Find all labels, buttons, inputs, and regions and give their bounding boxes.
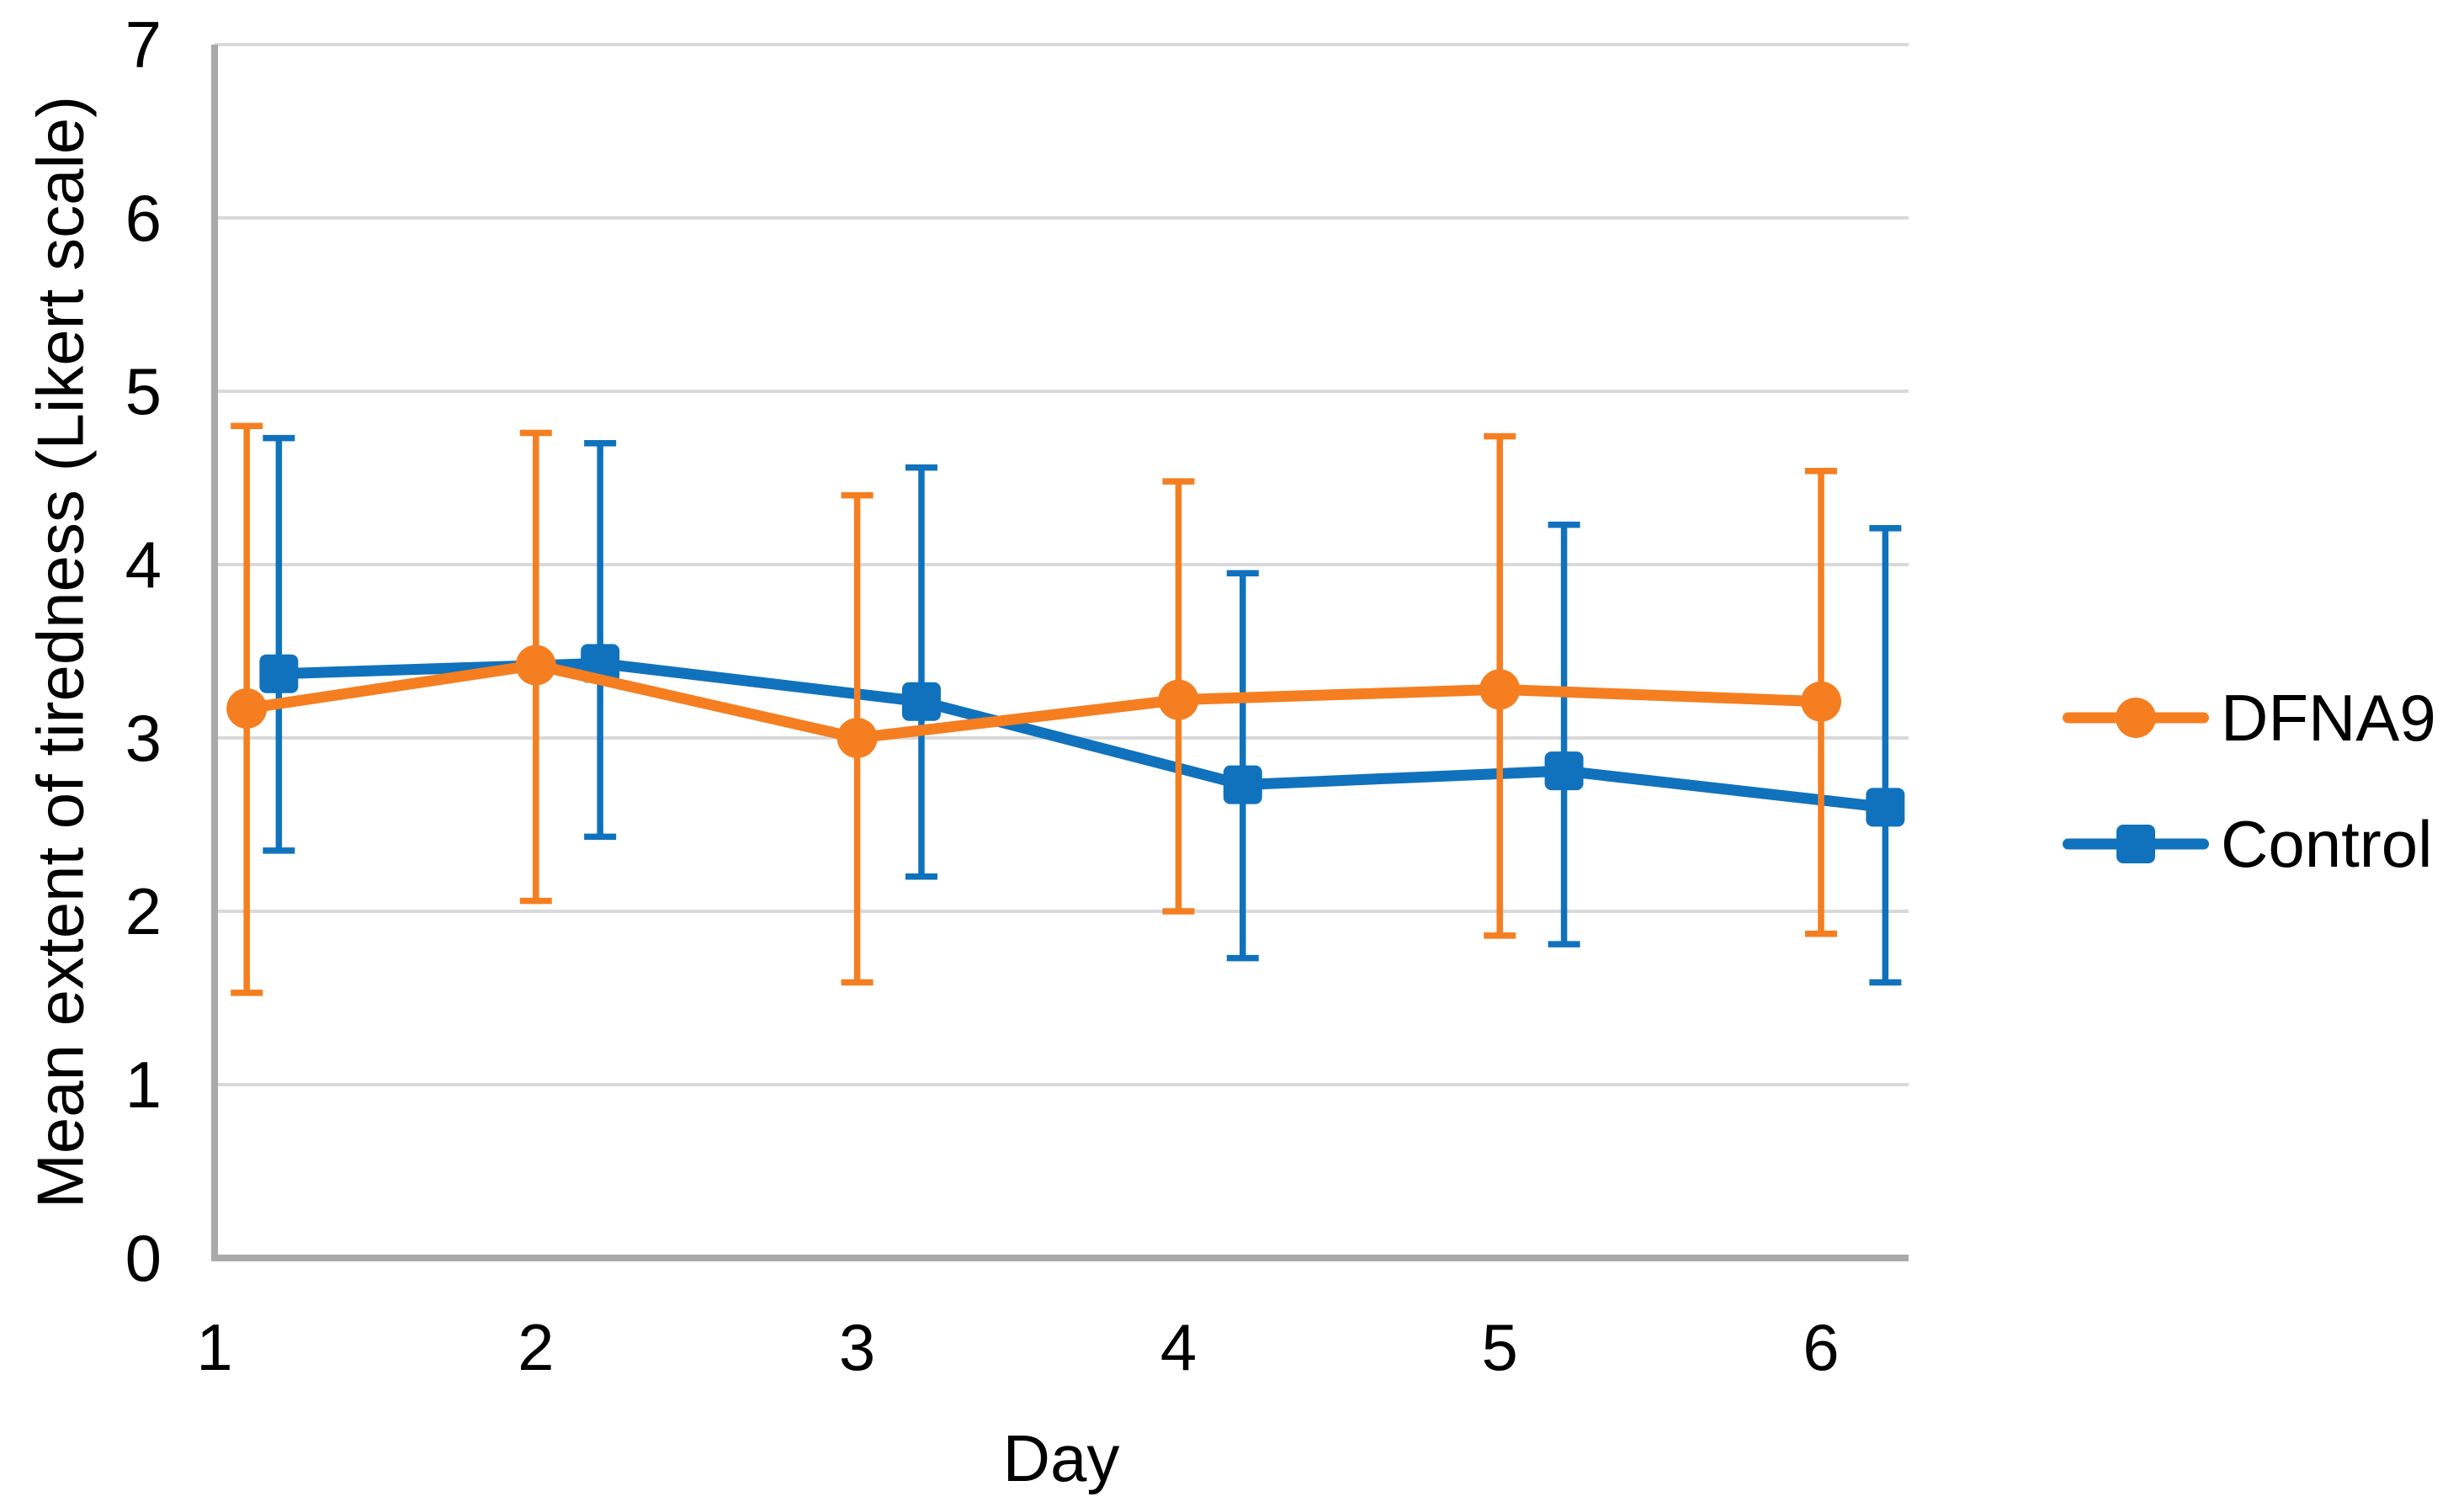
data-point-control-day4	[1223, 765, 1262, 804]
legend-swatch-control	[2063, 824, 2209, 864]
square-marker-icon	[2116, 825, 2155, 863]
legend: DFNA9 Control	[2063, 655, 2436, 907]
data-point-control-day5	[1544, 751, 1584, 791]
legend-item-control: Control	[2063, 781, 2436, 907]
legend-label-control: Control	[2221, 806, 2433, 881]
y-tick-label-3: 3	[125, 701, 162, 775]
data-point-control-day3	[901, 682, 941, 721]
y-axis-title: Mean extent of tiredness (Likert scale)	[23, 95, 98, 1209]
data-point-dfna9-day1	[226, 687, 268, 729]
circle-marker-icon	[2116, 698, 2156, 738]
data-point-dfna9-day3	[836, 718, 878, 758]
x-tick-label-1: 1	[196, 1310, 232, 1384]
data-point-dfna9-day6	[1801, 681, 1841, 722]
data-point-control-day6	[1866, 788, 1905, 827]
x-tick-label-6: 6	[1803, 1310, 1839, 1384]
series-line-dfna9	[241, 659, 1827, 744]
data-point-control-day1	[259, 654, 299, 693]
y-tick-label-6: 6	[125, 181, 162, 255]
y-tick-label-0: 0	[125, 1221, 162, 1295]
x-tick-label-3: 3	[839, 1310, 875, 1384]
legend-label-dfna9: DFNA9	[2221, 680, 2436, 755]
x-tick-label-5: 5	[1482, 1310, 1518, 1384]
data-point-dfna9-day5	[1479, 669, 1521, 710]
x-tick-label-2: 2	[518, 1310, 554, 1384]
y-tick-label-1: 1	[125, 1048, 162, 1122]
legend-swatch-dfna9	[2063, 698, 2209, 738]
x-tick-label-4: 4	[1160, 1310, 1197, 1384]
x-axis-title: Day	[1002, 1421, 1120, 1495]
y-tick-label-2: 2	[125, 874, 162, 948]
y-tick-label-5: 5	[125, 354, 162, 428]
y-tick-label-4: 4	[125, 528, 162, 602]
y-tick-label-7: 7	[125, 8, 162, 82]
data-point-dfna9-day2	[515, 645, 556, 686]
data-point-dfna9-day4	[1158, 679, 1199, 720]
legend-item-dfna9: DFNA9	[2063, 655, 2436, 781]
series-line-control	[273, 657, 1891, 813]
